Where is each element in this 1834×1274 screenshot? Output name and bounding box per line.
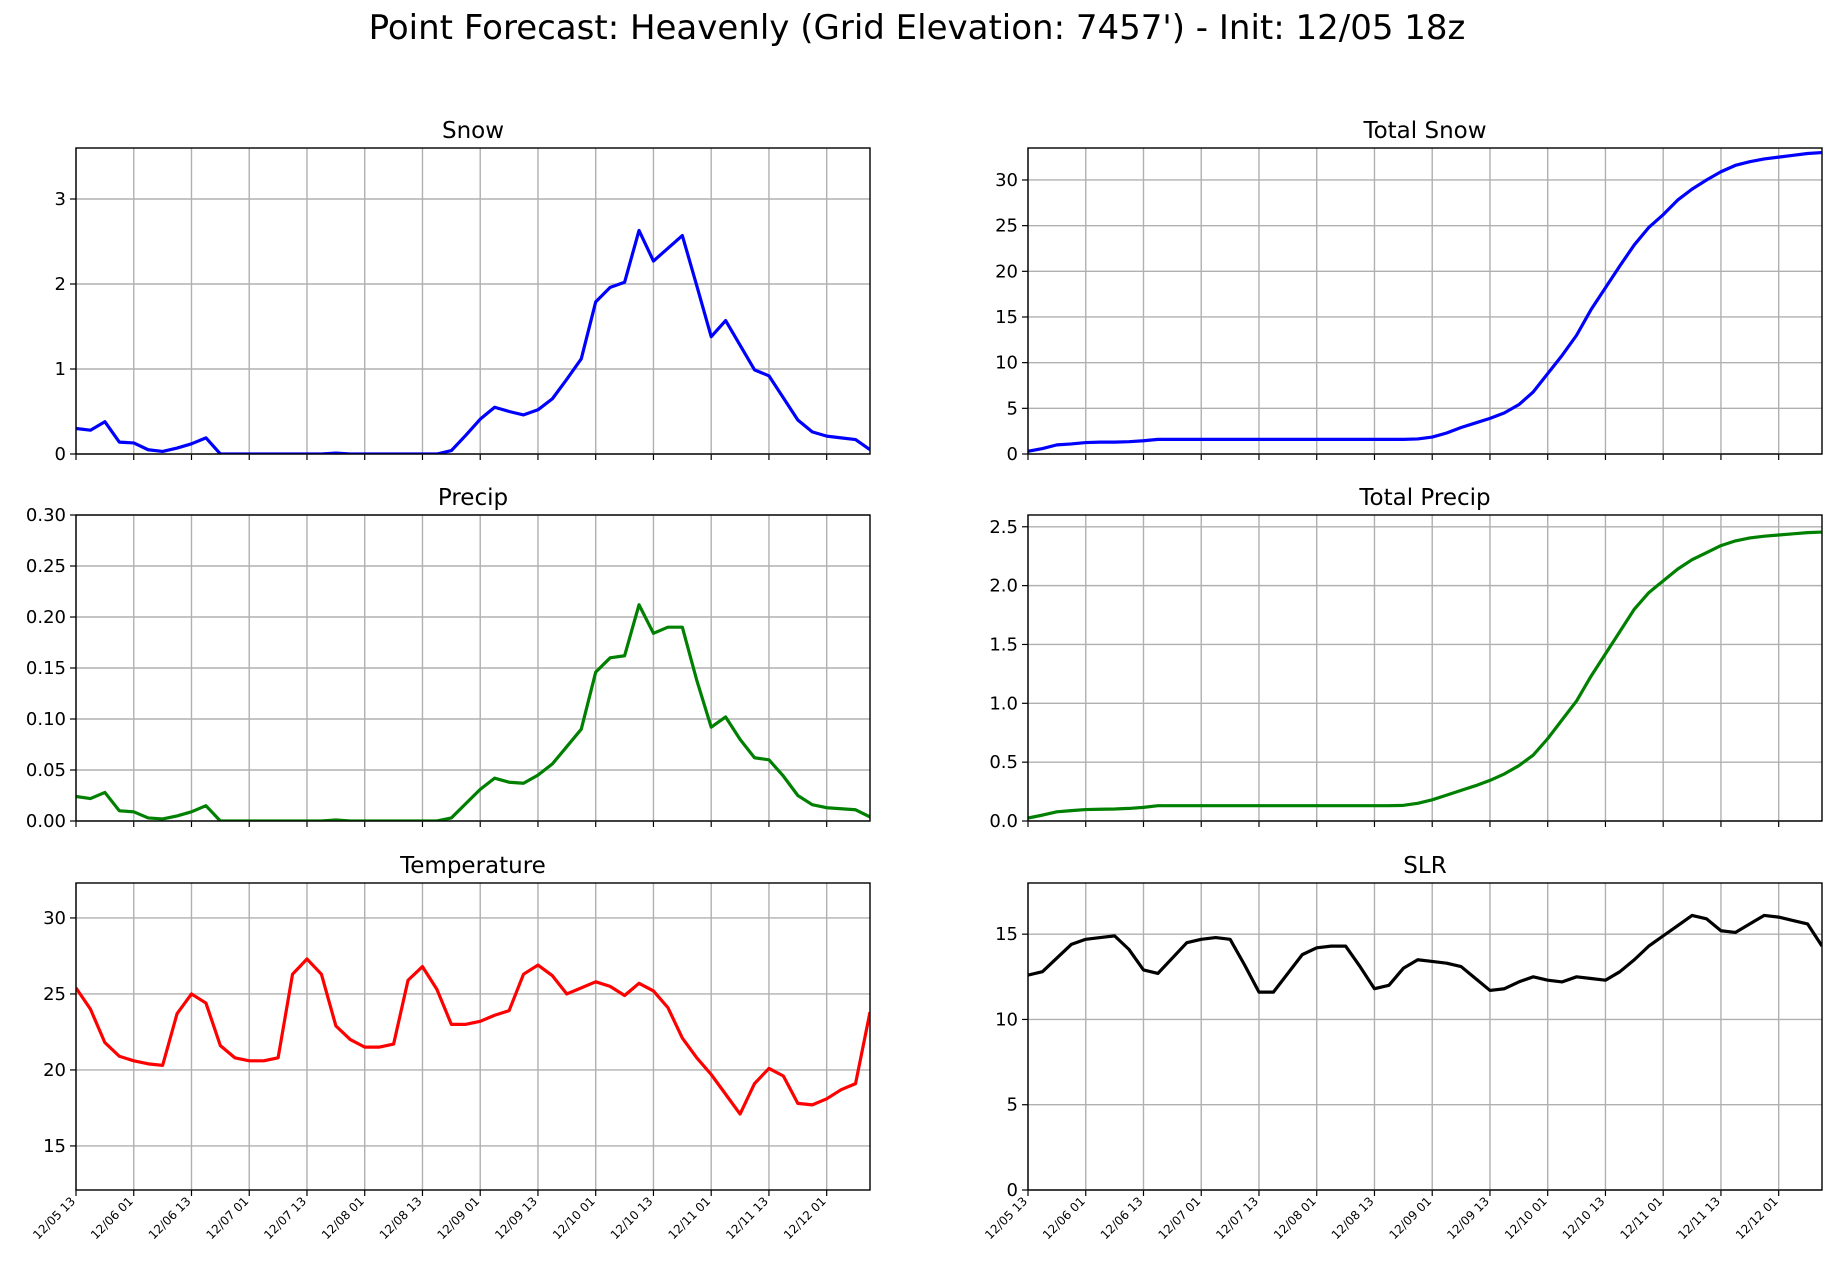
x-tick-label: 12/07 01 (204, 1194, 252, 1242)
x-tick-label: 12/09 13 (1444, 1194, 1492, 1242)
y-tick-label: 30 (43, 908, 66, 929)
y-tick-label: 0 (1007, 1180, 1018, 1201)
y-tick-label: 1.5 (989, 634, 1018, 655)
x-tick-label: 12/07 13 (261, 1194, 309, 1242)
series-line-slr (1028, 913, 1822, 994)
y-tick-label: 25 (43, 984, 66, 1005)
axes-frame (1027, 514, 1823, 822)
x-tick-label: 12/05 13 (30, 1194, 78, 1242)
y-tick-label: 0.5 (989, 752, 1018, 773)
y-tick-label: 15 (43, 1136, 66, 1157)
y-tick-label: 2 (55, 274, 66, 295)
x-tick-label: 12/08 01 (1271, 1194, 1319, 1242)
x-tick-label: 12/06 13 (146, 1194, 194, 1242)
x-tick-label: 12/12 01 (781, 1194, 829, 1242)
x-tick-label: 12/11 01 (665, 1194, 713, 1242)
x-tick-label: 12/09 13 (492, 1194, 540, 1242)
x-tick-label: 12/09 01 (1386, 1194, 1434, 1242)
axes-frame (75, 882, 871, 1191)
y-tick-label: 1.0 (989, 693, 1018, 714)
y-tick-label: 0.15 (26, 658, 66, 679)
y-tick-label: 0.0 (989, 811, 1018, 832)
x-tick-label: 12/06 01 (1040, 1194, 1088, 1242)
chart-title-precip: Precip (438, 485, 508, 511)
chart-total-precip: Total Precip 0.0 0.5 1.0 1.5 2.0 2.5 (989, 485, 1823, 832)
x-tick-label: 12/05 13 (982, 1194, 1030, 1242)
y-tick-label: 30 (995, 170, 1018, 191)
x-tick-label: 12/12 01 (1733, 1194, 1781, 1242)
y-tick-label: 20 (995, 261, 1018, 282)
y-tick-label: 1 (55, 359, 66, 380)
y-tick-label: 0 (55, 444, 66, 465)
x-tick-label: 12/07 13 (1213, 1194, 1261, 1242)
axes-frame (1027, 882, 1823, 1191)
series-line-precip (76, 603, 870, 821)
y-tick-label: 10 (995, 1009, 1018, 1030)
chart-title-temperature: Temperature (399, 853, 546, 879)
series-line-total-precip (1028, 530, 1822, 820)
x-tick-label: 12/07 01 (1156, 1194, 1204, 1242)
chart-slr: SLR 12/05 13 12/06 01 12/06 13 12/07 01 12/07… (982, 853, 1823, 1242)
chart-title-slr: SLR (1403, 853, 1446, 879)
y-tick-label: 0.30 (26, 505, 66, 526)
x-tick-label: 12/10 13 (608, 1194, 656, 1242)
chart-title-total-precip: Total Precip (1358, 485, 1490, 511)
x-tick-label: 12/08 13 (377, 1194, 425, 1242)
axes-frame (75, 147, 871, 455)
y-tick-label: 15 (995, 307, 1018, 328)
y-tick-label: 15 (995, 924, 1018, 945)
series-line-snow (76, 228, 870, 454)
chart-precip: Precip 0.00 0.05 0.10 0.15 0.20 0.25 0.30 (26, 485, 871, 832)
y-tick-label: 0.10 (26, 709, 66, 730)
x-tick-label: 12/08 01 (319, 1194, 367, 1242)
y-tick-label: 5 (1007, 1095, 1018, 1116)
x-tick-label: 12/09 01 (434, 1194, 482, 1242)
axes-frame (75, 514, 871, 822)
y-tick-label: 0.05 (26, 760, 66, 781)
chart-snow: Snow 0 1 2 3 (55, 118, 871, 465)
series-line-temperature (76, 957, 870, 1116)
y-tick-label: 0.25 (26, 556, 66, 577)
y-tick-label: 25 (995, 216, 1018, 237)
y-tick-label: 0 (1007, 444, 1018, 465)
x-tick-label: 12/11 13 (1675, 1194, 1723, 1242)
chart-title-snow: Snow (442, 118, 504, 144)
x-tick-label: 12/10 01 (550, 1194, 598, 1242)
x-tick-label: 12/10 13 (1560, 1194, 1608, 1242)
x-tick-label: 12/11 13 (723, 1194, 771, 1242)
chart-total-snow: Total Snow 0 5 10 15 20 25 30 (995, 118, 1823, 465)
axes-frame (1027, 147, 1823, 455)
x-tick-label: 12/10 01 (1502, 1194, 1550, 1242)
y-tick-label: 3 (55, 189, 66, 210)
x-tick-label: 12/06 13 (1098, 1194, 1146, 1242)
y-tick-label: 10 (995, 353, 1018, 374)
y-tick-label: 20 (43, 1060, 66, 1081)
x-tick-label: 12/11 01 (1617, 1194, 1665, 1242)
y-tick-label: 5 (1007, 398, 1018, 419)
series-line-total-snow (1028, 150, 1822, 453)
y-tick-label: 0.20 (26, 607, 66, 628)
x-tick-label: 12/08 13 (1329, 1194, 1377, 1242)
y-tick-label: 0.00 (26, 811, 66, 832)
chart-title-total-snow: Total Snow (1362, 118, 1486, 144)
y-tick-label: 2.0 (989, 576, 1018, 597)
figure-title: Point Forecast: Heavenly (Grid Elevation… (368, 8, 1466, 48)
x-tick-label: 12/06 01 (88, 1194, 136, 1242)
y-tick-label: 2.5 (989, 517, 1018, 538)
